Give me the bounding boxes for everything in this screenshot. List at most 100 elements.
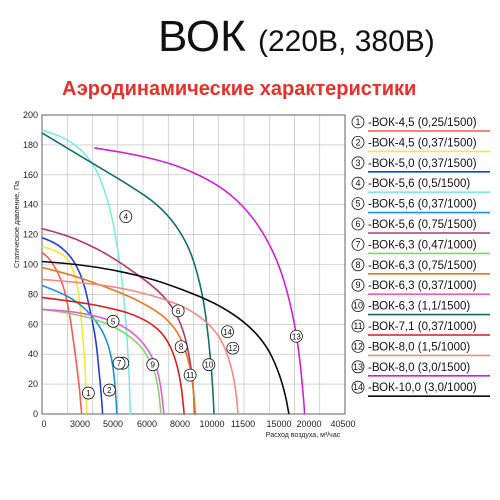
series-marker-12: [226, 341, 240, 355]
series-line-9: [41, 308, 165, 415]
title-voltage: (220В, 380В): [257, 25, 435, 58]
series-marker-label-8: 8: [179, 343, 184, 352]
x-tick-label: 3000: [70, 419, 90, 429]
legend-label-14: -ВОК-10,0 (3,0/1000): [368, 382, 477, 394]
series-marker-6: [171, 304, 185, 318]
series-line-7: [41, 308, 162, 415]
legend-marker-label-3: 3: [355, 158, 360, 168]
series-line-12: [41, 278, 239, 415]
legend-marker-9: [351, 278, 365, 292]
legend-marker-label-9: 9: [355, 280, 360, 290]
legend-label-10: -ВОК-6,3 (1,1/1500): [368, 301, 470, 313]
series-marker-9: [146, 358, 160, 372]
series-line-8: [41, 266, 197, 415]
series-marker-5: [106, 314, 120, 328]
series-line-4: [41, 129, 132, 415]
legend-marker-label-13: 13: [353, 362, 363, 372]
series-line-1: [41, 251, 83, 415]
y-tick-label: 80: [28, 289, 38, 299]
y-tick-label: 40: [28, 349, 38, 359]
legend-label-7: -ВОК-6,3 (0,47/1000): [368, 239, 477, 251]
series-line-11: [41, 296, 185, 415]
legend-marker-5: [351, 197, 365, 211]
chart-markers: 1234567891011121314: [81, 210, 303, 400]
legend-label-5: -ВОК-5,6 (0,37/1000): [368, 199, 477, 211]
x-tick-label: 6000: [137, 419, 157, 429]
legend-marker-8: [351, 258, 365, 272]
legend-label-6: -ВОК-5,6 (0,75/1500): [368, 219, 477, 231]
series-marker-label-2: 2: [107, 386, 112, 395]
legend-marker-13: [351, 360, 365, 374]
legend-marker-6: [351, 217, 365, 231]
legend-label-12: -ВОК-8,0 (1,5/1000): [368, 341, 470, 353]
chart-legend: 1 -ВОК-4,5 (0,25/1500) 2 -ВОК-4,5 (0,37/150…: [351, 115, 490, 398]
series-marker-10: [202, 358, 216, 372]
legend-label-2: -ВОК-4,5 (0,37/1500): [368, 137, 477, 149]
series-line-5: [41, 284, 118, 415]
legend-marker-1: [351, 115, 365, 129]
series-marker-label-6: 6: [176, 307, 181, 316]
series-marker-label-7: 7: [117, 359, 122, 368]
series-line-2: [41, 245, 88, 415]
series-line-13: [94, 147, 306, 415]
y-axis-label: Статическое давление, Па: [14, 181, 21, 268]
x-tick-label: 8000: [170, 419, 190, 429]
series-marker-label-14: 14: [223, 328, 232, 337]
series-line-3: [41, 236, 104, 415]
legend-label-9: -ВОК-6,3 (0,37/1000): [368, 280, 477, 292]
legend-label-13: -ВОК-8,0 (3,0/1500): [368, 362, 470, 374]
series-marker-label-5: 5: [111, 317, 116, 326]
y-tick-label: 180: [23, 140, 38, 150]
title-main: ВОК: [158, 12, 246, 61]
series-marker-label-9: 9: [150, 361, 155, 370]
x-tick-label: 20000: [296, 419, 321, 429]
y-tick-label: 200: [23, 110, 38, 120]
y-tick-label: 100: [23, 260, 38, 270]
y-tick-label: 20: [28, 379, 38, 389]
legend-marker-7: [351, 237, 365, 251]
legend-marker-label-2: 2: [355, 137, 360, 147]
page-title: ВОК (220В, 380В): [158, 12, 435, 62]
plot-frame: [41, 114, 346, 415]
x-tick-label: 5000: [103, 419, 123, 429]
legend-marker-label-10: 10: [353, 301, 363, 311]
series-marker-label-4: 4: [124, 213, 129, 222]
legend-marker-label-1: 1: [355, 117, 360, 127]
series-marker-2: [102, 383, 116, 397]
legend-label-8: -ВОК-6,3 (0,75/1500): [368, 260, 477, 272]
legend-marker-label-14: 14: [353, 382, 363, 392]
y-tick-label: 0: [33, 409, 38, 419]
series-marker-11: [183, 368, 197, 382]
series-marker-13: [289, 329, 303, 343]
legend-marker-label-5: 5: [355, 199, 360, 209]
y-tick-label: 140: [23, 200, 38, 210]
series-marker-label-12: 12: [228, 344, 237, 353]
y-tick-label: 120: [23, 230, 38, 240]
y-tick-label: 160: [23, 170, 38, 180]
legend-marker-11: [351, 319, 365, 333]
chart-subtitle: Аэродинамические характеристики: [62, 78, 417, 100]
legend-label-3: -ВОК-5,0 (0,37/1500): [368, 158, 477, 170]
series-marker-1: [81, 386, 95, 400]
legend-marker-label-11: 11: [353, 321, 362, 331]
series-marker-14: [221, 325, 234, 339]
series-marker-7: [112, 356, 126, 370]
x-axis-label: Расход воздуха, м³/час: [266, 432, 341, 439]
legend-label-1: -ВОК-4,5 (0,25/1500): [368, 117, 477, 129]
x-tick-label: 15000: [266, 419, 291, 429]
legend-marker-label-12: 12: [353, 341, 363, 351]
legend-marker-10: [351, 299, 365, 313]
series-marker-label-11: 11: [186, 371, 195, 380]
legend-marker-14: [351, 380, 365, 394]
legend-marker-12: [351, 339, 365, 353]
y-tick-label: 60: [28, 319, 38, 329]
series-marker-label-1: 1: [86, 389, 91, 398]
x-tick-label: 10000: [199, 419, 224, 429]
legend-marker-3: [351, 156, 365, 170]
legend-marker-label-7: 7: [355, 239, 360, 249]
legend-marker-label-6: 6: [355, 219, 360, 229]
series-marker-label-13: 13: [292, 332, 301, 341]
chart-series: [41, 129, 306, 415]
series-marker-label-10: 10: [204, 361, 213, 370]
